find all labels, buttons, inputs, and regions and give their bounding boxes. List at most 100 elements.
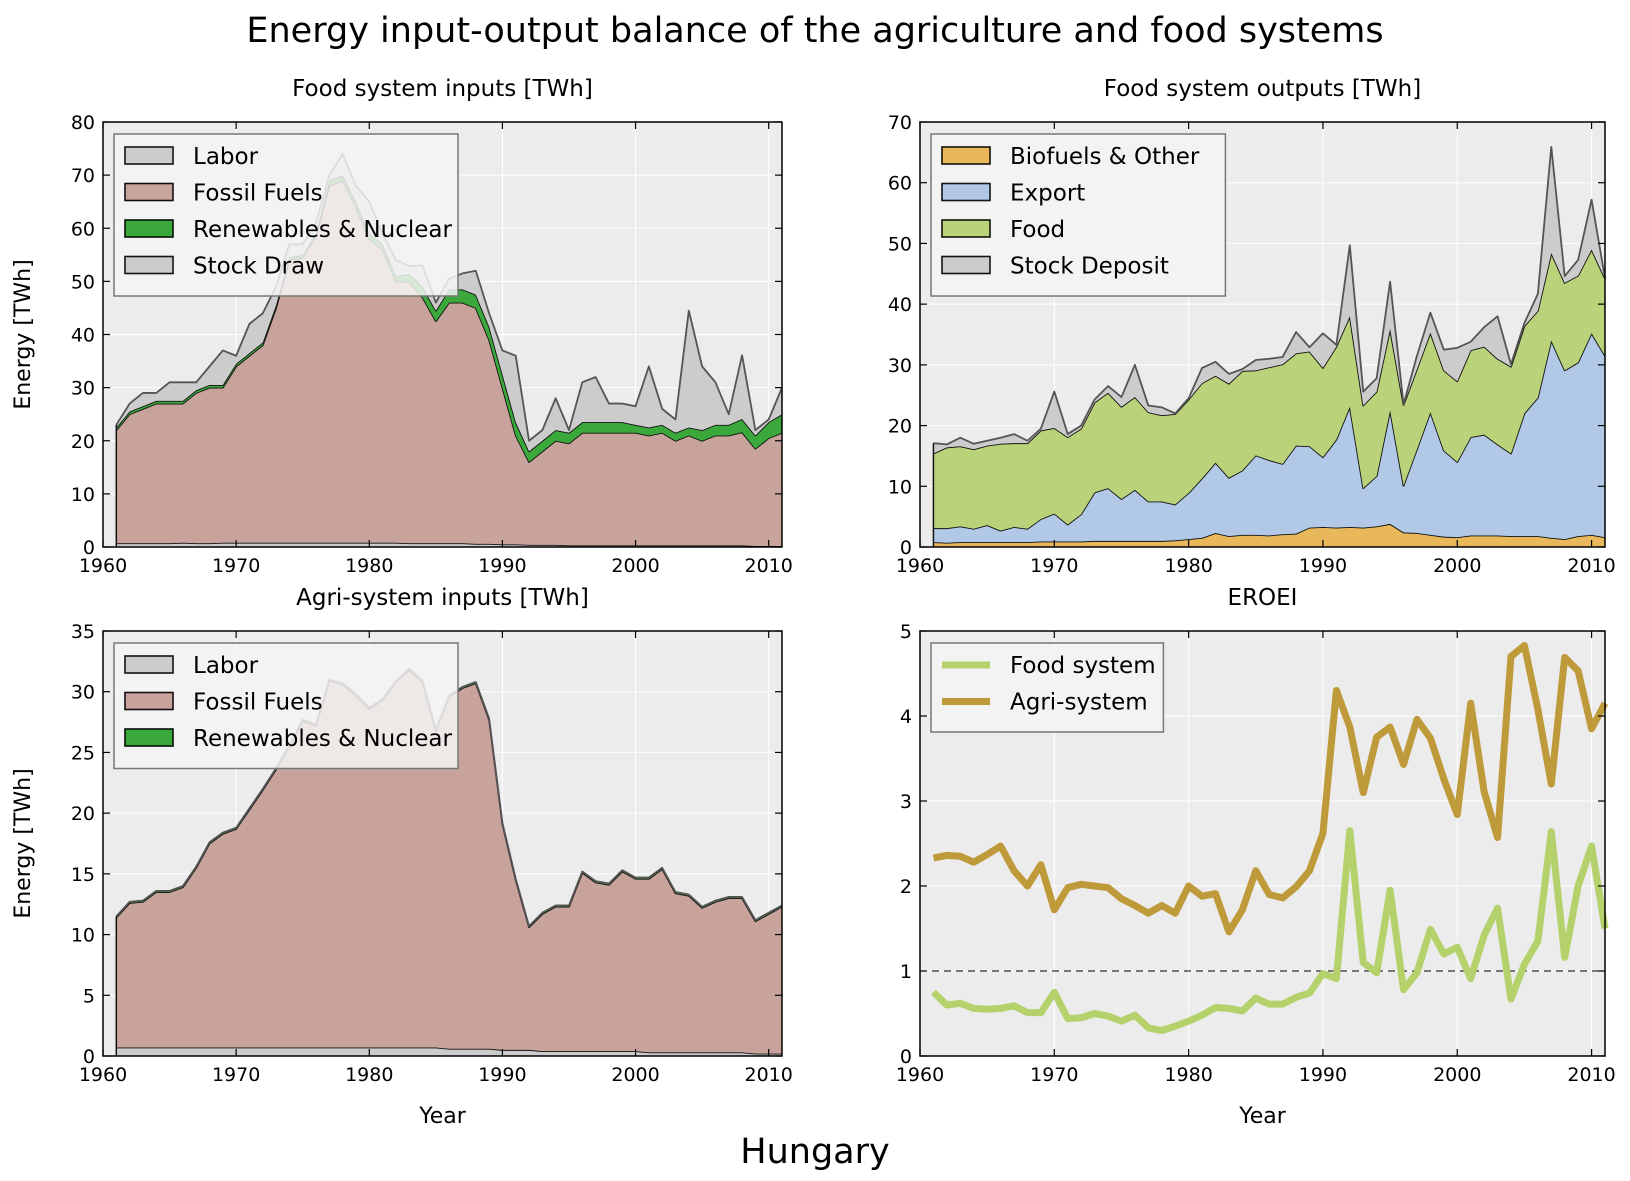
legend-swatch [124, 691, 174, 711]
plot-frame [919, 630, 1606, 1057]
legend-swatch [941, 182, 991, 202]
legend-label: Stock Draw [193, 254, 324, 280]
x-tick-label: 1980 [345, 555, 393, 577]
legend-swatch [124, 219, 174, 238]
chart-panel-1: 1960 1970 1980 1990 2000 2010 0 10 20 30 40 50 60 70 8… [11, 76, 793, 577]
y-tick-label: 20 [71, 803, 95, 825]
legend-box [930, 642, 1165, 733]
legend-label: Labor [193, 653, 259, 679]
legend-swatch [941, 146, 991, 165]
y-tick-label: 10 [71, 484, 95, 506]
x-tick-label: 1960 [896, 1064, 944, 1086]
y-tick-label: 0 [900, 1046, 912, 1068]
area-food [933, 249, 1605, 531]
x-axis-label: Year [418, 1104, 467, 1129]
y-tick-label: 60 [71, 218, 95, 240]
x-tick-label: 2010 [1567, 1064, 1615, 1086]
x-tick-label: 1980 [1164, 1064, 1212, 1086]
x-tick-label: 1990 [478, 555, 526, 577]
chart-title: Food system outputs [TWh] [1104, 76, 1421, 102]
x-tick-label: 1990 [478, 1064, 526, 1086]
y-tick-label: 4 [900, 706, 912, 728]
y-tick-label: 0 [83, 537, 95, 559]
y-axis-label: Energy [TWh] [11, 259, 36, 409]
y-tick-label: 5 [900, 621, 912, 643]
chart-title: Agri-system inputs [TWh] [296, 585, 589, 611]
legend-label: Labor [193, 144, 259, 170]
chart-panel-4: 1960 1970 1980 1990 2000 2010 0 1 2 3 4 5 EROEI Year F… [896, 585, 1616, 1129]
legend-swatch [124, 655, 174, 674]
y-tick-label: 5 [83, 985, 95, 1007]
area-stock-draw [116, 153, 783, 452]
x-tick-label: 2010 [745, 555, 793, 577]
figure-footer: Hungary [740, 1132, 889, 1172]
legend-swatch [124, 146, 174, 165]
area-fossil-fuels [116, 180, 783, 546]
chart-panels: 1960 1970 1980 1990 2000 20100102030405060708… [11, 76, 1616, 1129]
x-tick-label: 1960 [896, 555, 944, 577]
x-tick-label: 2000 [611, 555, 659, 577]
y-tick-label: 20 [888, 416, 912, 438]
x-tick-label: 2010 [745, 1064, 793, 1086]
legend-label: Renewables & Nuclear [193, 217, 452, 243]
line-food-system [931, 827, 1609, 1034]
y-tick-label: 30 [888, 355, 912, 377]
x-axis-label: Year [1238, 1104, 1287, 1129]
y-tick-label: 0 [900, 537, 912, 559]
line-agri-system [932, 641, 1609, 936]
y-tick-label: 60 [888, 173, 912, 195]
y-tick-label: 40 [888, 294, 912, 316]
x-tick-label: 1960 [79, 1064, 127, 1086]
x-tick-label: 1990 [1299, 1064, 1347, 1086]
x-tick-label: 1960 [79, 555, 127, 577]
y-tick-label: 80 [71, 112, 95, 134]
x-tick-label: 2000 [1433, 1064, 1481, 1086]
area-edge-stock-deposit [933, 145, 1606, 446]
y-tick-label: 10 [71, 925, 95, 947]
chart-panel-2: 1960 1970 1980 1990 2000 2010 0 10 20 30 40 50 60 70 F… [888, 76, 1616, 577]
y-tick-label: 2 [900, 876, 912, 898]
legend-label: Fossil Fuels [193, 690, 323, 716]
y-tick-label: 25 [71, 742, 95, 764]
legend-swatch [941, 255, 991, 275]
x-tick-label: 1980 [345, 1064, 393, 1086]
x-tick-label: 1970 [1030, 555, 1078, 577]
area-labor [116, 1047, 783, 1056]
y-tick-label: 50 [71, 271, 95, 293]
legend-swatch [124, 255, 174, 275]
y-axis-label: Energy [TWh] [11, 768, 36, 918]
legend-swatch [124, 182, 174, 202]
y-tick-label: 20 [71, 431, 95, 453]
y-tick-label: 1 [900, 961, 912, 983]
x-tick-label: 2000 [1433, 555, 1481, 577]
y-tick-label: 10 [888, 476, 912, 498]
legend-swatch [124, 728, 174, 747]
y-tick-label: 30 [71, 378, 95, 400]
y-tick-label: 70 [888, 112, 912, 134]
y-tick-label: 3 [900, 791, 912, 813]
chart-title: Food system inputs [TWh] [292, 76, 593, 102]
chart-panel-3: 1960 1970 1980 1990 2000 2010 0 5 10 15 20 25 30 35 Ag… [11, 585, 793, 1129]
x-tick-label: 1980 [1164, 555, 1212, 577]
x-tick-label: 1990 [1299, 555, 1347, 577]
legend-label: Fossil Fuels [193, 181, 323, 207]
x-tick-label: 1970 [1030, 1064, 1078, 1086]
legend-label: Stock Deposit [1010, 254, 1169, 280]
legend-label: Food [1010, 217, 1065, 243]
legend-swatch [941, 219, 991, 238]
x-tick-label: 1970 [212, 555, 260, 577]
legend-label: Biofuels & Other [1010, 144, 1200, 170]
y-tick-label: 30 [71, 682, 95, 704]
chart-title: EROEI [1228, 585, 1298, 611]
plot-frame [919, 121, 1606, 548]
y-tick-label: 40 [71, 325, 95, 347]
x-tick-label: 2010 [1567, 555, 1615, 577]
x-tick-label: 1970 [212, 1064, 260, 1086]
y-tick-label: 50 [888, 233, 912, 255]
legend-label: Export [1010, 181, 1085, 207]
legend-label: Renewables & Nuclear [193, 726, 452, 752]
legend-label: Food system [1010, 653, 1156, 679]
y-tick-label: 35 [71, 621, 95, 643]
plot-frame [102, 630, 783, 1057]
